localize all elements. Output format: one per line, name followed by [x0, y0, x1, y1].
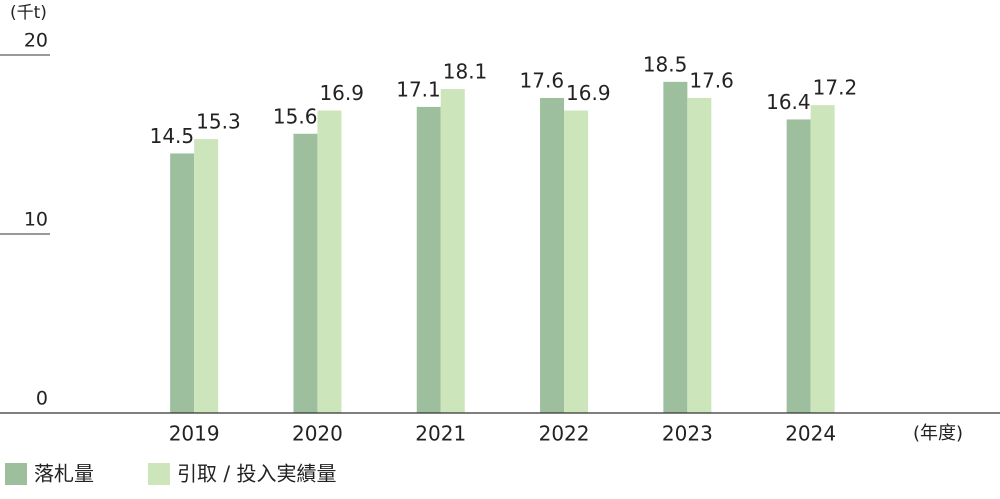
value-label: 16.9: [566, 81, 611, 105]
legend-swatch: [148, 463, 170, 485]
bar: [810, 105, 835, 414]
value-label: 15.6: [273, 104, 318, 128]
value-label: 17.1: [396, 77, 441, 101]
value-label: 17.6: [689, 68, 734, 92]
value-label: 16.4: [766, 90, 811, 114]
legend-swatch: [5, 463, 27, 485]
y-tick-label: 20: [24, 30, 48, 52]
y-axis-label: (千t): [10, 3, 47, 23]
bar: [317, 110, 342, 414]
bar: [786, 119, 811, 413]
value-label: 18.5: [643, 52, 688, 76]
x-tick-label: 2021: [415, 422, 466, 446]
value-label: 18.1: [443, 60, 488, 84]
x-tick-label: 2020: [292, 422, 343, 446]
x-axis-label: (年度): [913, 423, 963, 444]
bar: [540, 97, 565, 414]
bar: [194, 139, 219, 413]
bar: [440, 89, 465, 413]
bar: [293, 133, 318, 413]
bar: [687, 97, 712, 414]
x-tick-label: 2019: [169, 422, 220, 446]
x-tick-label: 2023: [662, 422, 713, 446]
value-label: 16.9: [319, 81, 364, 105]
y-tick-label: 10: [24, 209, 48, 231]
legend-label: 引取 / 投入実績量: [177, 462, 336, 486]
x-tick-label: 2024: [785, 422, 836, 446]
value-label: 17.2: [813, 76, 858, 100]
x-tick-label: 2022: [539, 422, 590, 446]
bar: [416, 106, 441, 413]
y-tick-label: 0: [36, 388, 48, 410]
bar: [564, 110, 589, 414]
value-label: 14.5: [150, 124, 195, 148]
bar: [170, 153, 195, 413]
value-label: 15.3: [196, 110, 241, 134]
bar: [663, 81, 688, 413]
value-label: 17.6: [520, 68, 565, 92]
legend-label: 落札量: [34, 462, 94, 486]
